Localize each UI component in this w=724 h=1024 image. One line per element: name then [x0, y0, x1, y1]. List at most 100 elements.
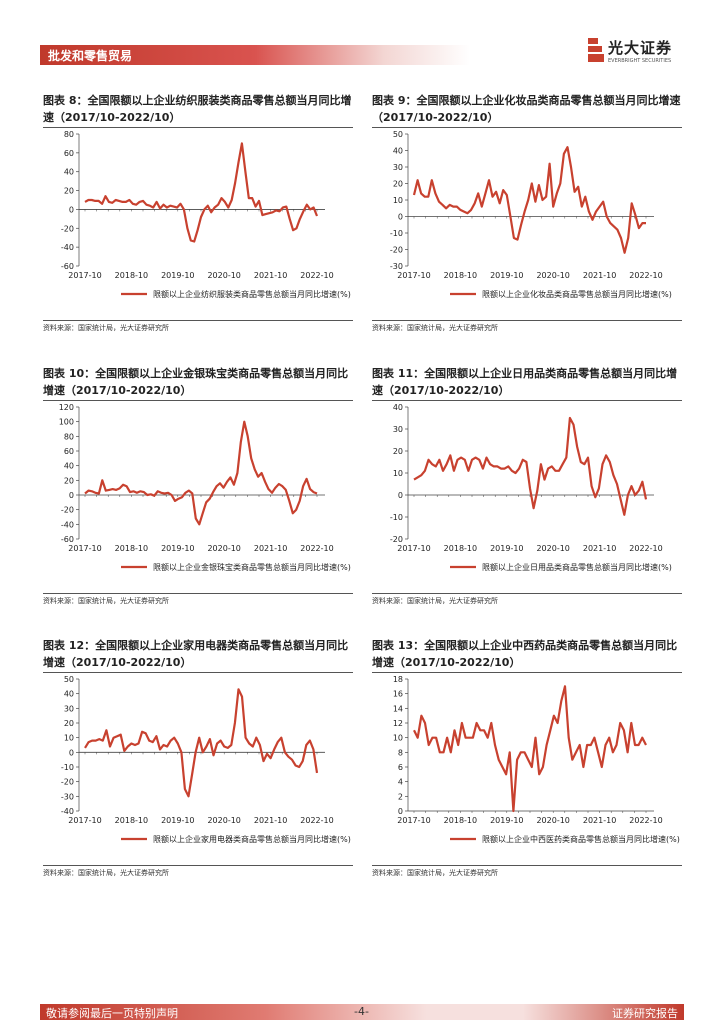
y-tick-label: -30 — [61, 792, 74, 801]
y-tick-label: 80 — [64, 130, 74, 139]
chart-panel-fig13: 图表 13：全国限额以上企业中西药品类商品零售总额当月同比增速（2017/10-… — [372, 637, 692, 887]
x-tick-label: 2020-10 — [536, 816, 569, 825]
y-tick-label: 60 — [64, 447, 74, 456]
y-tick-label: 10 — [393, 196, 403, 205]
y-tick-label: 6 — [398, 763, 403, 772]
x-tick-label: 2019-10 — [161, 271, 194, 280]
x-tick-label: 2018-10 — [444, 271, 477, 280]
x-tick-label: 2021-10 — [254, 544, 287, 553]
y-tick-label: -20 — [61, 224, 74, 233]
y-tick-label: 20 — [64, 476, 74, 485]
legend-label: 限额以上企业日用品类商品零售总额当月同比增速(%) — [482, 562, 672, 572]
chart-fig10: -60 -40 -20 0 20 40 60 80 100 120 2017-10 2018-10 20… — [59, 403, 351, 572]
y-tick-label: -10 — [390, 229, 403, 238]
y-tick-label: -20 — [390, 535, 403, 544]
chart-title: 图表 12：全国限额以上企业家用电器类商品零售总额当月同比增速（2017/10-… — [43, 639, 349, 669]
y-tick-label: 0 — [398, 807, 403, 816]
x-tick-label: 2019-10 — [490, 816, 523, 825]
y-tick-label: 30 — [64, 704, 74, 713]
x-tick-label: 2018-10 — [115, 271, 148, 280]
x-tick-label: 2022-10 — [629, 544, 662, 553]
chart-panel-fig12: 图表 12：全国限额以上企业家用电器类商品零售总额当月同比增速（2017/10-… — [43, 637, 363, 887]
series-line — [84, 688, 319, 798]
chart-source: 资料来源：国家统计局，光大证券研究所 — [43, 593, 353, 606]
y-tick-label: 10 — [393, 734, 403, 743]
legend-label: 限额以上企业家用电器类商品零售总额当月同比增速(%) — [153, 834, 351, 844]
chart-fig13: 0 2 4 6 8 10 12 14 16 18 2017-10 2018-10 2019-10 2020… — [393, 675, 680, 844]
x-tick-label: 2020-10 — [207, 544, 240, 553]
chart-title: 图表 13：全国限额以上企业中西药品类商品零售总额当月同比增速（2017/10-… — [372, 639, 678, 669]
series-line — [412, 146, 646, 254]
x-tick-label: 2019-10 — [490, 544, 523, 553]
y-tick-label: -40 — [61, 243, 74, 252]
x-tick-label: 2019-10 — [490, 271, 523, 280]
x-tick-label: 2022-10 — [629, 271, 662, 280]
y-tick-label: 20 — [393, 180, 403, 189]
y-tick-label: -40 — [61, 807, 74, 816]
chart-panel-fig10: 图表 10：全国限额以上企业金银珠宝类商品零售总额当月同比增速（2017/10-… — [43, 365, 363, 615]
y-tick-label: 8 — [398, 748, 403, 757]
y-tick-label: 20 — [64, 719, 74, 728]
y-tick-label: 120 — [59, 403, 74, 412]
y-tick-label: 16 — [393, 690, 403, 699]
y-tick-label: 60 — [64, 149, 74, 158]
legend-label: 限额以上企业金银珠宝类商品零售总额当月同比增速(%) — [153, 562, 351, 572]
chart-panel-fig9: 图表 9：全国限额以上企业化妆品类商品零售总额当月同比增速（2017/10-20… — [372, 92, 692, 342]
chart-title: 图表 10：全国限额以上企业金银珠宝类商品零售总额当月同比增速（2017/10-… — [43, 367, 349, 397]
y-tick-label: 50 — [393, 130, 403, 139]
chart-fig12: -40 -30 -20 -10 0 10 20 30 40 50 2017-10 2018-10 201… — [61, 675, 351, 844]
x-tick-label: 2017-10 — [397, 271, 430, 280]
x-tick-label: 2022-10 — [629, 816, 662, 825]
y-tick-label: -10 — [61, 763, 74, 772]
chart-source: 资料来源：国家统计局，光大证券研究所 — [372, 865, 682, 878]
logo-text: 光大证券 — [608, 39, 673, 57]
y-tick-label: 0 — [398, 491, 403, 500]
x-tick-label: 2017-10 — [68, 816, 101, 825]
logo-subtext: EVERBRIGHT SECURITIES — [608, 58, 672, 64]
series-line — [84, 142, 319, 243]
y-tick-label: 10 — [393, 469, 403, 478]
x-tick-label: 2022-10 — [300, 816, 333, 825]
y-tick-label: 50 — [64, 675, 74, 684]
chart-panel-fig11: 图表 11：全国限额以上企业日用品类商品零售总额当月同比增速（2017/10-2… — [372, 365, 692, 615]
y-tick-label: -60 — [61, 262, 74, 271]
y-tick-label: 14 — [393, 704, 403, 713]
footer-report-type: 证券研究报告 — [612, 1007, 678, 1020]
y-tick-label: -30 — [390, 262, 403, 271]
x-tick-label: 2020-10 — [207, 271, 240, 280]
x-tick-label: 2017-10 — [397, 544, 430, 553]
x-tick-label: 2017-10 — [397, 816, 430, 825]
y-tick-label: 30 — [393, 425, 403, 434]
y-tick-label: 10 — [64, 734, 74, 743]
x-tick-label: 2018-10 — [115, 544, 148, 553]
legend-label: 限额以上企业化妆品类商品零售总额当月同比增速(%) — [482, 289, 672, 299]
x-tick-label: 2017-10 — [68, 544, 101, 553]
y-tick-label: 20 — [393, 447, 403, 456]
legend-label: 限额以上企业中西医药类商品零售总额当月同比增速(%) — [482, 834, 680, 844]
x-tick-label: 2018-10 — [444, 816, 477, 825]
x-tick-label: 2017-10 — [68, 271, 101, 280]
y-tick-label: 2 — [398, 792, 403, 801]
chart-fig9: -30 -20 -10 0 10 20 30 40 50 2017-10 2018-10 2019-1… — [390, 130, 672, 299]
logo-mark-icon — [588, 38, 604, 62]
page-number: -4- — [354, 1005, 369, 1018]
y-tick-label: 0 — [69, 205, 74, 214]
y-tick-label: 0 — [69, 491, 74, 500]
x-tick-label: 2020-10 — [207, 816, 240, 825]
y-tick-label: -40 — [61, 520, 74, 529]
y-tick-label: 40 — [64, 690, 74, 699]
x-tick-label: 2019-10 — [161, 544, 194, 553]
header-bar: 批发和零售贸易 — [40, 45, 470, 65]
y-tick-label: 4 — [398, 778, 403, 787]
series-line — [413, 685, 647, 813]
y-tick-label: 20 — [64, 187, 74, 196]
y-tick-label: -10 — [390, 513, 403, 522]
chart-source: 资料来源：国家统计局，光大证券研究所 — [43, 865, 353, 878]
x-tick-label: 2021-10 — [254, 271, 287, 280]
series-line — [84, 420, 318, 526]
y-tick-label: 40 — [393, 403, 403, 412]
chart-source: 资料来源：国家统计局，光大证券研究所 — [372, 320, 682, 333]
y-tick-label: 18 — [393, 675, 403, 684]
chart-title: 图表 8：全国限额以上企业纺织服装类商品零售总额当月同比增速（2017/10-2… — [43, 94, 352, 124]
chart-fig11: -20 -10 0 10 20 30 40 2017-10 2018-10 2019-10 2020… — [390, 403, 672, 572]
